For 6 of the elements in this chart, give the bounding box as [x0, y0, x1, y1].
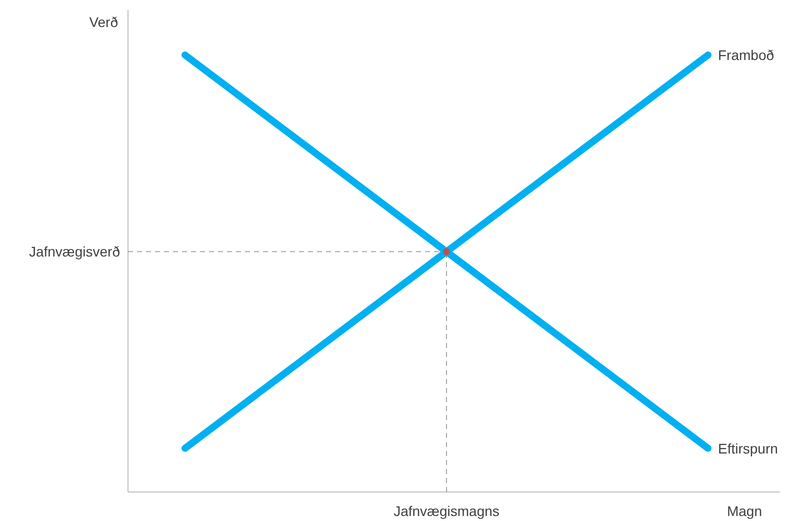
series-label: Eftirspurn [718, 440, 778, 456]
x-axis-title: Magn [726, 503, 762, 519]
ref-line-label: Jafnvægisverð [28, 244, 120, 260]
series-label: Framboð [718, 47, 774, 63]
text: Jafnvægismagns [394, 503, 500, 519]
y-axis-title: Verð [89, 14, 118, 30]
